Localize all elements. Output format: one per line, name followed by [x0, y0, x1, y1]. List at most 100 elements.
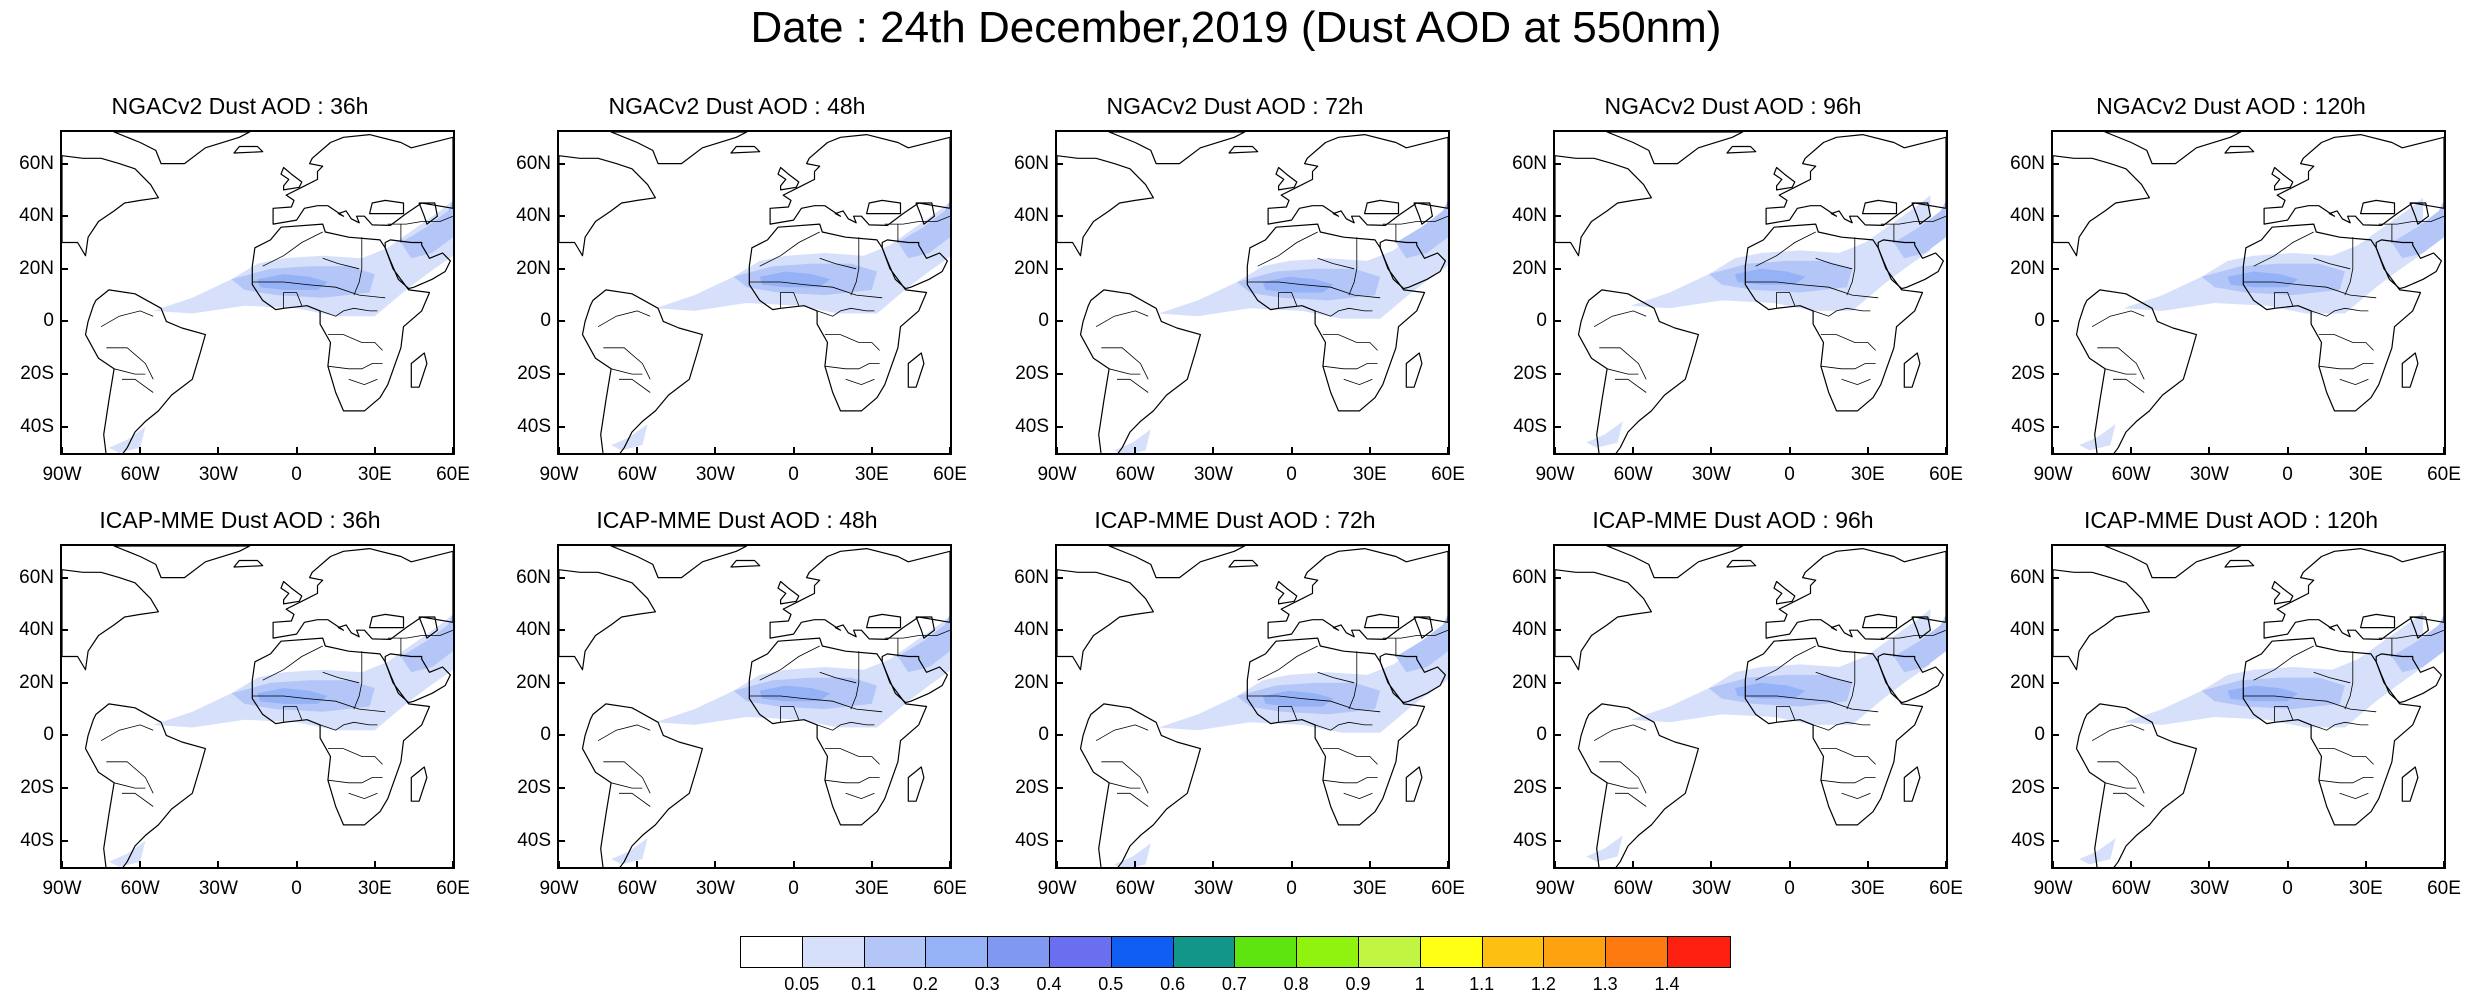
country-border	[824, 777, 880, 784]
lat-tick-label: 60N	[1014, 566, 1049, 588]
lon-tick-mark	[61, 447, 63, 455]
lat-tick-mark	[60, 629, 68, 632]
lat-tick-mark	[60, 162, 68, 165]
country-border	[1745, 695, 1879, 713]
lat-tick-label: 0	[1536, 724, 1547, 746]
country-border	[319, 721, 378, 731]
lat-tick-mark	[2051, 425, 2059, 428]
dust-aod-field	[897, 614, 950, 673]
colorbar-label: 0.9	[1345, 974, 1371, 994]
lon-tick-label: 30W	[1193, 878, 1233, 899]
coastline	[866, 613, 902, 629]
lon-tick-mark	[1212, 861, 1215, 869]
lon-tick-mark	[636, 447, 639, 455]
lat-tick-label: 20S	[1513, 363, 1547, 385]
lon-tick-label: 60E	[436, 878, 470, 899]
map-plot-area	[1055, 130, 1450, 455]
country-border	[1317, 671, 1355, 684]
map-canvas	[62, 132, 453, 453]
lon-tick-mark	[373, 447, 376, 455]
country-border	[322, 257, 360, 270]
map-plot-area	[557, 544, 952, 869]
colorbar-label: 1	[1414, 974, 1425, 994]
colorbar-swatch	[1235, 937, 1298, 967]
coastline	[1405, 766, 1423, 802]
lat-tick-mark	[1553, 629, 1561, 632]
map-panel: NGACv2 Dust AOD : 120h 60N 40N 20N 0 20S 40S 90…	[1991, 92, 2471, 485]
country-border	[1607, 368, 1639, 375]
country-border	[1593, 310, 1647, 328]
colorbar-swatch	[1297, 937, 1359, 967]
coastline	[2409, 616, 2429, 639]
coastline	[113, 132, 251, 165]
coastline	[915, 616, 935, 639]
country-border	[1278, 706, 1298, 723]
panel-title: ICAP-MME Dust AOD : 120h	[2084, 507, 2378, 533]
coastline	[2360, 613, 2396, 629]
lon-tick-mark	[2443, 861, 2445, 869]
lon-tick-label: 30W	[695, 464, 735, 485]
coastline	[1773, 166, 1796, 191]
lat-tick-label: 40N	[2010, 619, 2045, 641]
country-border	[2318, 748, 2374, 765]
country-border	[2091, 724, 2145, 742]
country-border	[1095, 724, 1149, 742]
country-border	[2253, 645, 2314, 681]
coastline	[559, 155, 657, 257]
country-border	[1812, 721, 1871, 731]
country-border	[2339, 378, 2369, 386]
lon-tick-label: 30E	[1850, 464, 1885, 485]
colorbar-swatch	[1111, 937, 1174, 967]
country-border	[780, 706, 800, 723]
lat-tick-mark	[557, 373, 565, 376]
coastline	[1413, 616, 1433, 639]
lat-tick-label: 40S	[517, 415, 551, 437]
lon-tick-mark	[2443, 447, 2445, 455]
panel-title: ICAP-MME Dust AOD : 48h	[596, 507, 878, 533]
country-border	[2344, 237, 2354, 296]
coastline	[1606, 546, 1744, 579]
country-border	[1599, 347, 1647, 380]
lat-tick-label: 20S	[517, 363, 551, 385]
lat-tick-mark	[1055, 734, 1063, 737]
lat-tick-mark	[1553, 839, 1561, 842]
coastline	[2242, 637, 2422, 826]
coastline	[1744, 637, 1924, 826]
dust-aod-field	[257, 274, 328, 290]
coastline	[777, 166, 800, 191]
lat-tick-label: 40S	[20, 829, 54, 851]
lat-tick-label: 20N	[19, 257, 54, 279]
lon-tick-label: 30W	[2189, 464, 2229, 485]
coastline	[1267, 133, 1448, 227]
lat-tick-mark	[60, 734, 68, 737]
dust-aod-field	[400, 200, 453, 259]
coastline	[2401, 766, 2419, 802]
lat-tick-mark	[1055, 425, 1063, 428]
coastline	[2271, 166, 2294, 191]
country-border	[2310, 307, 2369, 317]
country-border	[824, 748, 880, 765]
country-border	[2113, 378, 2145, 393]
lon-tick-label: 30E	[2348, 464, 2383, 485]
colorbar-label: 0.3	[974, 974, 1000, 994]
map-plot-area	[60, 130, 455, 455]
coastline	[369, 613, 405, 629]
country-border	[1812, 307, 1871, 317]
colorbar-label: 0.4	[1036, 974, 1062, 994]
country-border	[122, 792, 154, 807]
country-border	[262, 645, 323, 681]
lon-tick-label: 60E	[1929, 878, 1963, 899]
lat-tick-mark	[557, 734, 565, 737]
lat-tick-mark	[1055, 215, 1063, 218]
country-border	[1820, 777, 1876, 784]
country-border	[1247, 281, 1381, 299]
lon-tick-mark	[1710, 447, 1713, 455]
lon-tick-label: 30E	[1352, 464, 1387, 485]
dust-aod-field	[2079, 424, 2116, 451]
country-border	[1257, 231, 1318, 267]
coastline	[748, 637, 928, 826]
lat-tick-label: 0	[540, 310, 551, 332]
lat-tick-mark	[60, 576, 68, 579]
coastline	[410, 766, 428, 802]
coastline	[559, 569, 657, 671]
